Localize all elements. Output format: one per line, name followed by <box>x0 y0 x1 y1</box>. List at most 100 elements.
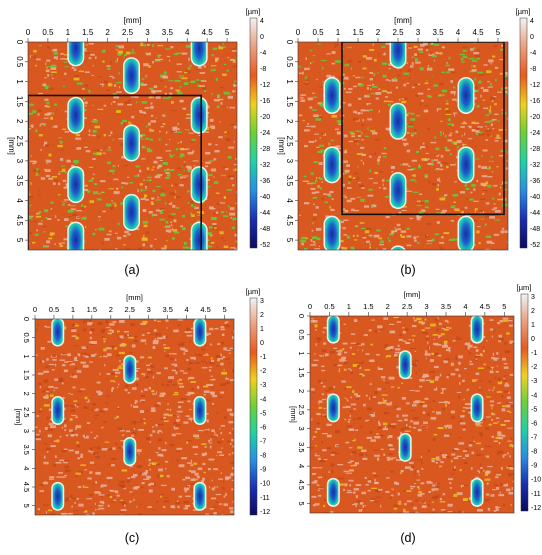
colorbar-tick-label: 0 <box>260 34 264 41</box>
x-tick-label: 0 <box>33 305 37 314</box>
y-tick-label: 4.5 <box>285 215 294 227</box>
dimple <box>68 223 83 250</box>
colorbar-tick-label: 1 <box>531 322 535 329</box>
dimple <box>400 351 411 378</box>
y-tick-label: 3.5 <box>297 442 306 452</box>
y-tick-label: 2.5 <box>22 407 31 417</box>
panel-c: 0 0.5 1 1.5 2 2.5 3 3.5 4 4.5 5 [mm] 0 0.5 1 1.5 2 2.5 3 3.… <box>14 287 270 545</box>
x-axis-title: [mm] <box>126 293 143 302</box>
x-tick-label: 1 <box>336 28 341 37</box>
panel-b: 0 0.5 1 1.5 2 2.5 3 3.5 4 4.5 5 [mm] 0 0.5 1 1.5 2 2.5 3 3.… <box>277 7 540 277</box>
x-tick-label: 0.5 <box>312 28 324 37</box>
dimple <box>472 316 483 343</box>
colorbar-tick-label: -7 <box>260 439 266 446</box>
y-tick-label: 2.5 <box>297 405 306 415</box>
x-tick-label: 2 <box>109 305 113 314</box>
dimple <box>459 217 473 250</box>
dimple <box>124 195 139 230</box>
x-tick-label: 3 <box>145 28 150 37</box>
colorbar-tick-label: -52 <box>530 242 540 249</box>
colorbar-tick-label: -40 <box>260 194 270 201</box>
dimple <box>328 316 339 343</box>
panel-d: 0 0.5 1 1.5 2 2.5 3 3.5 4 4.5 5 [mm] 0 0.5 1 1.5 2 2.5 3 3.… <box>289 283 541 545</box>
dimple <box>192 42 207 65</box>
dimple <box>194 319 205 346</box>
colorbar-tick-label: 3 <box>260 298 264 305</box>
colorbar-tick-label: -12 <box>260 82 270 89</box>
x-tick-label: 0.5 <box>49 305 59 314</box>
panel-a: 0 0.5 1 1.5 2 2.5 3 3.5 4 4.5 5 [mm] 0 0.5 1 1.5 2 2.5 3 3.… <box>7 7 270 277</box>
colorbar-tick-label: -32 <box>260 162 270 169</box>
y-tick-label: 1 <box>15 79 24 84</box>
x-tick-label: 1.5 <box>82 28 94 37</box>
y-tick-label: 3 <box>297 426 306 430</box>
y-tick-label: 4.5 <box>22 482 31 492</box>
y-tick-label: 0 <box>15 40 24 45</box>
dimple <box>124 126 139 161</box>
x-tick-label: 4.5 <box>200 305 210 314</box>
x-tick-label: 1 <box>66 28 71 37</box>
y-tick-label: 2 <box>285 119 294 124</box>
dimple <box>124 438 135 465</box>
dimple <box>325 78 339 113</box>
colorbar-tick-label: -24 <box>260 130 270 137</box>
x-tick-label: 5 <box>222 305 226 314</box>
dimple <box>392 246 404 250</box>
colorbar-tick-label: -28 <box>260 146 270 153</box>
dimple <box>391 104 405 139</box>
colorbar-tick-label: -3 <box>260 382 266 389</box>
y-tick-label: 1.5 <box>297 367 306 377</box>
roi-box <box>28 94 202 250</box>
y-tick-label: 5 <box>22 504 31 508</box>
dimple <box>400 434 411 461</box>
colorbar-tick-label: -12 <box>260 509 270 516</box>
x-tick-label: 0 <box>296 28 301 37</box>
dimple <box>192 167 207 202</box>
y-tick-label: 3 <box>285 159 294 164</box>
colorbar-tick-label: -40 <box>530 194 540 201</box>
dimple <box>124 356 135 383</box>
x-tick-label: 4.5 <box>480 302 490 311</box>
y-tick-label: 0.5 <box>15 56 24 68</box>
dimple <box>328 479 339 506</box>
y-tick-label: 3 <box>15 159 24 164</box>
x-tick-label: 2.5 <box>402 302 412 311</box>
panel-caption: (b) <box>400 263 415 277</box>
y-tick-label: 2 <box>15 119 24 124</box>
colorbar-tick-label: -8 <box>530 66 536 73</box>
x-tick-label: 3 <box>416 28 421 37</box>
colorbar-tick-label: -10 <box>260 481 270 488</box>
x-tick-label: 1 <box>71 305 75 314</box>
surface-map-d <box>310 316 514 513</box>
colorbar-tick-label: 4 <box>530 18 534 25</box>
dimple <box>328 394 339 421</box>
colorbar-tick-label: -24 <box>530 130 540 137</box>
x-tick-label: 0.5 <box>42 28 54 37</box>
colorbar-a <box>249 17 258 249</box>
x-tick-label: 4.5 <box>202 28 214 37</box>
colorbar-unit: [µm] <box>246 287 261 296</box>
y-tick-label: 1.5 <box>15 96 24 108</box>
colorbar-c <box>249 297 258 516</box>
y-tick-label: 1 <box>297 351 306 355</box>
x-axis-title: [mm] <box>394 16 412 25</box>
x-tick-label: 3.5 <box>432 28 444 37</box>
x-tick-label: 0.5 <box>324 302 334 311</box>
colorbar-tick-label: -48 <box>530 226 540 233</box>
dimple <box>472 394 483 421</box>
colorbar-tick-label: 2 <box>260 312 264 319</box>
dimple <box>124 58 139 93</box>
colorbar-tick-label: -48 <box>260 226 270 233</box>
colorbar-tick-label: 0 <box>531 336 535 343</box>
dimple <box>192 98 207 133</box>
x-tick-label: 2 <box>105 28 110 37</box>
dimple <box>194 397 205 424</box>
colorbar-unit: [µm] <box>246 7 261 16</box>
colorbar-b <box>519 17 528 249</box>
dimple <box>391 173 405 208</box>
colorbar-unit: [µm] <box>517 283 532 292</box>
x-tick-label: 5 <box>496 28 501 37</box>
surface-map-a <box>28 42 237 250</box>
roi-box <box>341 42 505 216</box>
dimple <box>459 147 473 182</box>
